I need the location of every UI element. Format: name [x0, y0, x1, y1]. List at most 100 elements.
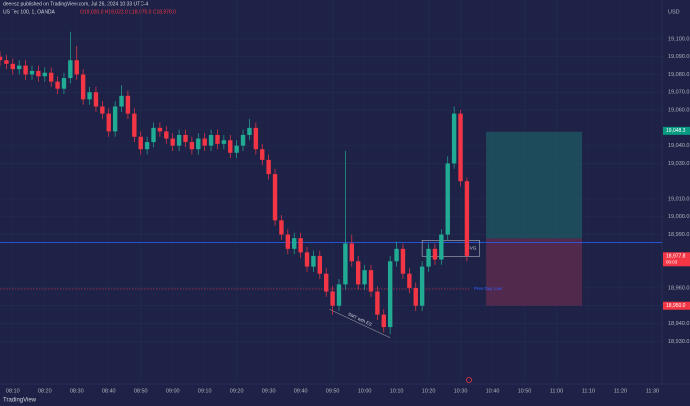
candle-body	[400, 248, 406, 274]
ohlc-legend: O19,020.0 H19,022.0 L18,975.0 C18,978.0	[80, 9, 176, 15]
candle-body	[183, 134, 188, 143]
candle-body	[451, 113, 457, 164]
candle-body	[407, 273, 412, 288]
candle-body	[208, 134, 214, 146]
candle-body	[426, 248, 431, 267]
y-tick-label: 19,080.0	[668, 72, 689, 78]
candle-body	[330, 291, 335, 306]
y-tick-label: 19,060.0	[668, 108, 689, 114]
x-tick-label: 09:00	[166, 388, 180, 394]
candle-body	[36, 70, 41, 77]
smt-line	[329, 309, 391, 339]
candle-body	[93, 92, 99, 107]
x-tick-label: 09:50	[326, 388, 340, 394]
x-tick-label: 08:40	[102, 388, 116, 394]
x-tick-label: 11:20	[614, 388, 627, 394]
x-tick-label: 08:30	[70, 388, 84, 394]
candle-body	[29, 70, 35, 75]
y-tick-label: 19,030.0	[668, 161, 689, 167]
candle-body	[362, 270, 367, 285]
candle-body	[458, 113, 463, 182]
footer-brand: TradingView	[3, 398, 37, 404]
x-tick-label: 09:40	[294, 388, 308, 394]
candle-body	[375, 291, 380, 315]
candle-body	[285, 234, 291, 249]
symbol: US Tec 100, 1, OANDA	[3, 9, 56, 15]
byline: deeesz published on TradingView.com, Jul…	[3, 1, 148, 7]
candle-body	[221, 140, 227, 144]
fvg-label: FVG	[467, 246, 477, 251]
y-tick-label: 19,090.0	[668, 54, 689, 60]
currency: USD	[668, 9, 680, 15]
candle-body	[119, 95, 124, 107]
candle-body	[413, 287, 418, 306]
y-tick-label: 18,960.0	[668, 285, 689, 291]
event-marker	[466, 377, 472, 383]
candle-body	[42, 72, 47, 77]
price-badge-timer: 00:03	[666, 259, 678, 264]
candle-body	[304, 252, 310, 267]
candle-body	[23, 65, 28, 75]
x-tick-label: 10:00	[358, 388, 372, 394]
candle-body	[151, 127, 156, 143]
candle-body	[432, 248, 438, 260]
x-tick-label: 10:40	[486, 388, 500, 394]
fvg-box	[421, 240, 481, 257]
candle-body	[157, 127, 163, 132]
x-tick-label: 10:30	[454, 388, 468, 394]
x-tick-label: 11:00	[550, 388, 563, 394]
candle-body	[336, 284, 342, 306]
y-tick-label: 18,930.0	[668, 339, 689, 345]
candle-body	[170, 138, 175, 146]
x-tick-label: 09:10	[198, 388, 212, 394]
candle-body	[234, 145, 239, 153]
candle-body	[279, 220, 284, 235]
candle-body	[311, 255, 316, 267]
y-tick-label: 19,100.0	[668, 36, 689, 42]
candle-body	[317, 255, 323, 274]
candle-body	[138, 136, 143, 150]
x-tick-label: 09:20	[230, 388, 244, 394]
candle-body	[80, 74, 86, 100]
candle-body	[132, 113, 137, 137]
x-tick-label: 08:10	[6, 388, 20, 394]
candle-body	[4, 60, 9, 64]
prev-day-low-label: Prev Day Low	[474, 286, 503, 291]
x-tick-label: 08:20	[38, 388, 52, 394]
candle-body	[100, 106, 105, 114]
x-tick-label: 08:50	[134, 388, 148, 394]
candle-body	[260, 149, 265, 160]
candle-body	[343, 243, 348, 285]
candle-body	[292, 238, 297, 249]
y-tick-label: 19,040.0	[668, 143, 689, 149]
price-badge-label: 18,950.0	[666, 303, 686, 309]
candle-body	[87, 92, 92, 100]
candle-body	[16, 65, 22, 70]
y-tick-label: 19,000.0	[668, 214, 689, 220]
candle-body	[368, 270, 374, 292]
candle-body	[202, 138, 207, 146]
candle-body	[324, 273, 329, 292]
candle-body	[176, 134, 182, 146]
candle-body	[464, 181, 470, 256]
target-zone	[486, 131, 583, 239]
candle-body	[196, 138, 201, 150]
x-tick-label: 11:10	[582, 388, 595, 394]
x-tick-label: 10:10	[390, 388, 404, 394]
candle-body	[68, 60, 73, 79]
candle-body	[253, 127, 259, 150]
candle-body	[164, 131, 169, 139]
candle-body	[112, 106, 118, 132]
candle-body	[215, 134, 220, 144]
candle-body	[439, 234, 444, 260]
candle-body	[55, 81, 60, 89]
price-badge	[663, 126, 690, 135]
candle-body	[349, 243, 354, 262]
price-badge-label: 19,048.3	[666, 128, 686, 134]
candle-body	[445, 163, 450, 235]
x-tick-label: 10:50	[518, 388, 532, 394]
y-tick-label: 18,990.0	[668, 232, 689, 238]
